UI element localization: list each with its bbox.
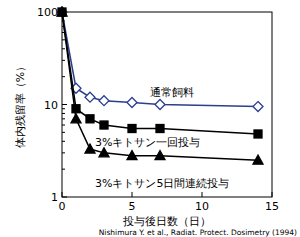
- y-tick: [62, 197, 67, 198]
- data-point: [86, 115, 94, 123]
- data-point: [58, 8, 66, 16]
- y-minor-tick: [62, 48, 65, 49]
- data-point: [155, 100, 165, 110]
- y-minor-tick: [62, 60, 65, 61]
- x-tick: [202, 192, 203, 197]
- chart: 1 10 100 0 5 10 15 投与後日数（日） 体内残留率（%） Nishimura Y.…: [0, 0, 300, 237]
- x-tick-label: 5: [129, 200, 136, 213]
- data-point: [155, 151, 165, 160]
- plot-frame: [62, 12, 272, 197]
- data-point: [85, 92, 95, 102]
- data-point: [71, 114, 81, 123]
- data-point: [127, 98, 137, 108]
- data-point: [72, 105, 80, 113]
- data-point: [128, 125, 136, 133]
- y-minor-tick: [62, 169, 65, 170]
- data-point: [57, 7, 67, 16]
- data-point: [156, 125, 164, 133]
- x-tick-label: 0: [59, 200, 66, 213]
- data-point: [254, 130, 262, 138]
- y-minor-tick: [62, 108, 65, 109]
- plot-area: [57, 7, 263, 164]
- x-axis-label: 投与後日数（日）: [122, 215, 211, 228]
- y-minor-tick: [62, 39, 65, 40]
- data-point: [253, 155, 263, 164]
- data-point: [57, 7, 67, 17]
- y-tick-label: 100: [37, 6, 58, 19]
- series-line: [62, 12, 258, 107]
- series-label: 3%キトサン一回投与: [95, 136, 200, 149]
- data-point: [85, 144, 95, 153]
- x-tick-label: 15: [265, 200, 279, 213]
- series-line: [62, 12, 258, 160]
- y-minor-tick: [62, 113, 65, 114]
- data-point: [100, 121, 108, 129]
- y-minor-tick: [62, 125, 65, 126]
- y-axis-label: 体内残留率（%）: [14, 61, 27, 148]
- y-tick-label: 10: [44, 99, 58, 112]
- y-minor-tick: [62, 118, 65, 119]
- data-point: [127, 151, 137, 160]
- data-point: [99, 96, 109, 106]
- data-point: [99, 148, 109, 157]
- source-note: Nishimura Y. et al., Radiat. Protect. Do…: [99, 228, 297, 237]
- y-minor-tick: [62, 152, 65, 153]
- series-line: [62, 12, 258, 134]
- y-minor-tick: [62, 132, 65, 133]
- y-tick: [62, 104, 67, 105]
- x-tick-label: 10: [195, 200, 209, 213]
- x-tick: [62, 192, 63, 197]
- y-tick-label: 1: [51, 191, 58, 204]
- data-point: [253, 102, 263, 112]
- x-tick: [132, 192, 133, 197]
- x-tick: [272, 192, 273, 197]
- series-label: 3%キトサン5日間連続投与: [95, 177, 229, 190]
- series-label: 通常飼料: [150, 86, 194, 99]
- y-minor-tick: [62, 76, 65, 77]
- y-minor-tick: [62, 141, 65, 142]
